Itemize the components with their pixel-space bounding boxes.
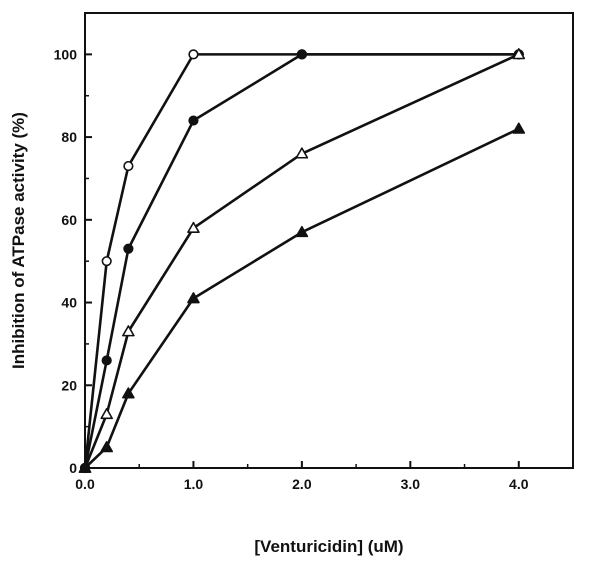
series-filled-circle bbox=[79, 49, 524, 474]
series-open-triangle bbox=[78, 48, 526, 473]
data-point bbox=[295, 147, 309, 159]
series-line bbox=[83, 53, 519, 469]
series-line bbox=[83, 53, 520, 469]
data-point bbox=[123, 243, 134, 254]
data-point bbox=[296, 49, 307, 60]
data-point bbox=[295, 225, 309, 238]
x-axis: 0.0 1.0 2.0 3.0 4.0 bbox=[75, 461, 529, 492]
x-tick-label: 2.0 bbox=[292, 476, 312, 492]
data-point bbox=[122, 387, 135, 399]
x-axis-label: [Venturicidin] (uM) bbox=[254, 537, 403, 556]
data-point bbox=[123, 160, 134, 172]
series-open-circle bbox=[79, 49, 524, 474]
data-point bbox=[187, 221, 200, 234]
y-axis: 0 20 40 60 80 100 bbox=[54, 46, 92, 476]
data-point bbox=[122, 325, 135, 337]
data-point bbox=[512, 122, 526, 134]
data-point bbox=[78, 461, 92, 473]
y-tick-label: 40 bbox=[61, 295, 77, 311]
data-point bbox=[100, 441, 113, 453]
y-axis-label: Inhibition of ATPase activity (%) bbox=[9, 112, 28, 369]
x-tick-label: 4.0 bbox=[509, 476, 529, 492]
series-line bbox=[83, 53, 519, 469]
plot-frame bbox=[84, 12, 574, 469]
y-tick-label: 80 bbox=[61, 129, 77, 145]
data-point bbox=[101, 256, 112, 267]
y-tick-label: 20 bbox=[61, 377, 77, 393]
data-point bbox=[512, 48, 526, 60]
x-tick-label: 0.0 bbox=[75, 476, 95, 492]
y-tick-label: 100 bbox=[54, 46, 78, 62]
data-point bbox=[187, 292, 200, 304]
y-tick-label: 0 bbox=[69, 460, 77, 476]
series-layer bbox=[78, 48, 526, 474]
x-tick-label: 3.0 bbox=[401, 476, 421, 492]
y-tick-label: 60 bbox=[61, 212, 77, 228]
plot-border bbox=[84, 12, 574, 469]
data-point bbox=[100, 407, 113, 420]
data-point bbox=[101, 355, 112, 366]
x-tick-label: 1.0 bbox=[184, 476, 204, 492]
data-point bbox=[188, 49, 199, 60]
data-point bbox=[188, 115, 199, 126]
series-filled-triangle bbox=[78, 122, 526, 473]
